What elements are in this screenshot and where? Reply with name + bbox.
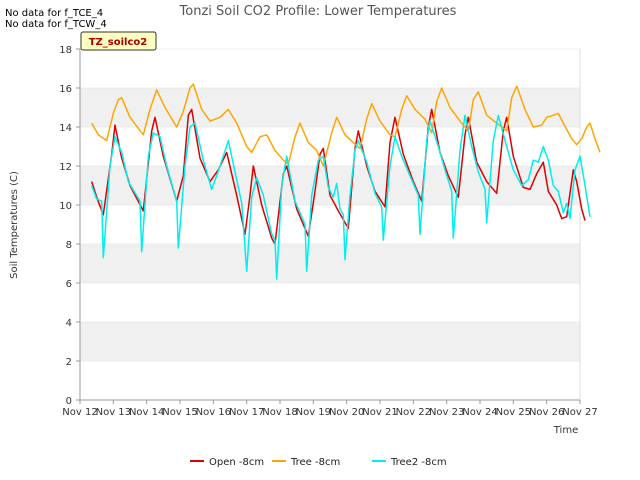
y-tick-label: 10 — [59, 201, 72, 212]
legend-label: Tree2 -8cm — [390, 457, 447, 468]
background-band — [80, 244, 580, 283]
y-tick-label: 16 — [59, 84, 72, 95]
x-tick-label: Nov 21 — [362, 407, 397, 418]
y-tick-label: 0 — [66, 396, 72, 407]
y-tick-label: 14 — [59, 123, 72, 134]
background-band — [80, 322, 580, 361]
background-band — [80, 166, 580, 205]
x-tick-label: Nov 12 — [62, 407, 97, 418]
y-axis-label: Soil Temperatures (C) — [9, 171, 20, 279]
x-tick-label: Nov 27 — [562, 407, 597, 418]
y-tick-label: 8 — [66, 240, 72, 251]
axes — [79, 49, 581, 401]
x-tick-label: Nov 24 — [462, 407, 497, 418]
legend-label: Tree -8cm — [290, 457, 340, 468]
chart-title: Tonzi Soil CO2 Profile: Lower Temperatur… — [179, 4, 457, 19]
y-tick-label: 2 — [66, 357, 72, 368]
badge-box — [80, 31, 157, 51]
site-badge: TZ_soilco2 — [80, 31, 157, 51]
y-tick-label: 6 — [66, 279, 72, 290]
no-data-note-2: No data for f_TCW_4 — [5, 19, 107, 30]
x-axis-label: Time — [553, 425, 578, 436]
x-tick-label: Nov 25 — [496, 407, 531, 418]
series-lines — [90, 83, 601, 280]
x-tick-label: Nov 19 — [296, 407, 331, 418]
x-tick-label: Nov 14 — [129, 407, 164, 418]
x-tick-label: Nov 18 — [262, 407, 297, 418]
x-tick-label: Nov 15 — [162, 407, 197, 418]
legend-label: Open -8cm — [209, 457, 264, 468]
series-line-tree2-8cm — [90, 114, 591, 280]
no-data-note-1: No data for f_TCE_4 — [5, 8, 104, 19]
x-tick-label: Nov 17 — [229, 407, 264, 418]
x-tick-label: Nov 26 — [529, 407, 564, 418]
series-line-open-8cm — [90, 108, 586, 245]
x-tick-label: Nov 13 — [96, 407, 131, 418]
y-tick-label: 12 — [59, 162, 72, 173]
y-tick-label: 4 — [66, 318, 72, 329]
x-tick-label: Nov 20 — [329, 407, 364, 418]
x-tick-label: Nov 16 — [196, 407, 231, 418]
series-line-tree-8cm — [91, 83, 601, 167]
x-tick-label: Nov 22 — [396, 407, 431, 418]
legend: Open -8cm Tree -8cm Tree2 -8cm — [190, 457, 447, 468]
y-tick-label: 18 — [59, 45, 72, 56]
badge-label: TZ_soilco2 — [89, 37, 148, 48]
x-tick-label: Nov 23 — [429, 407, 464, 418]
